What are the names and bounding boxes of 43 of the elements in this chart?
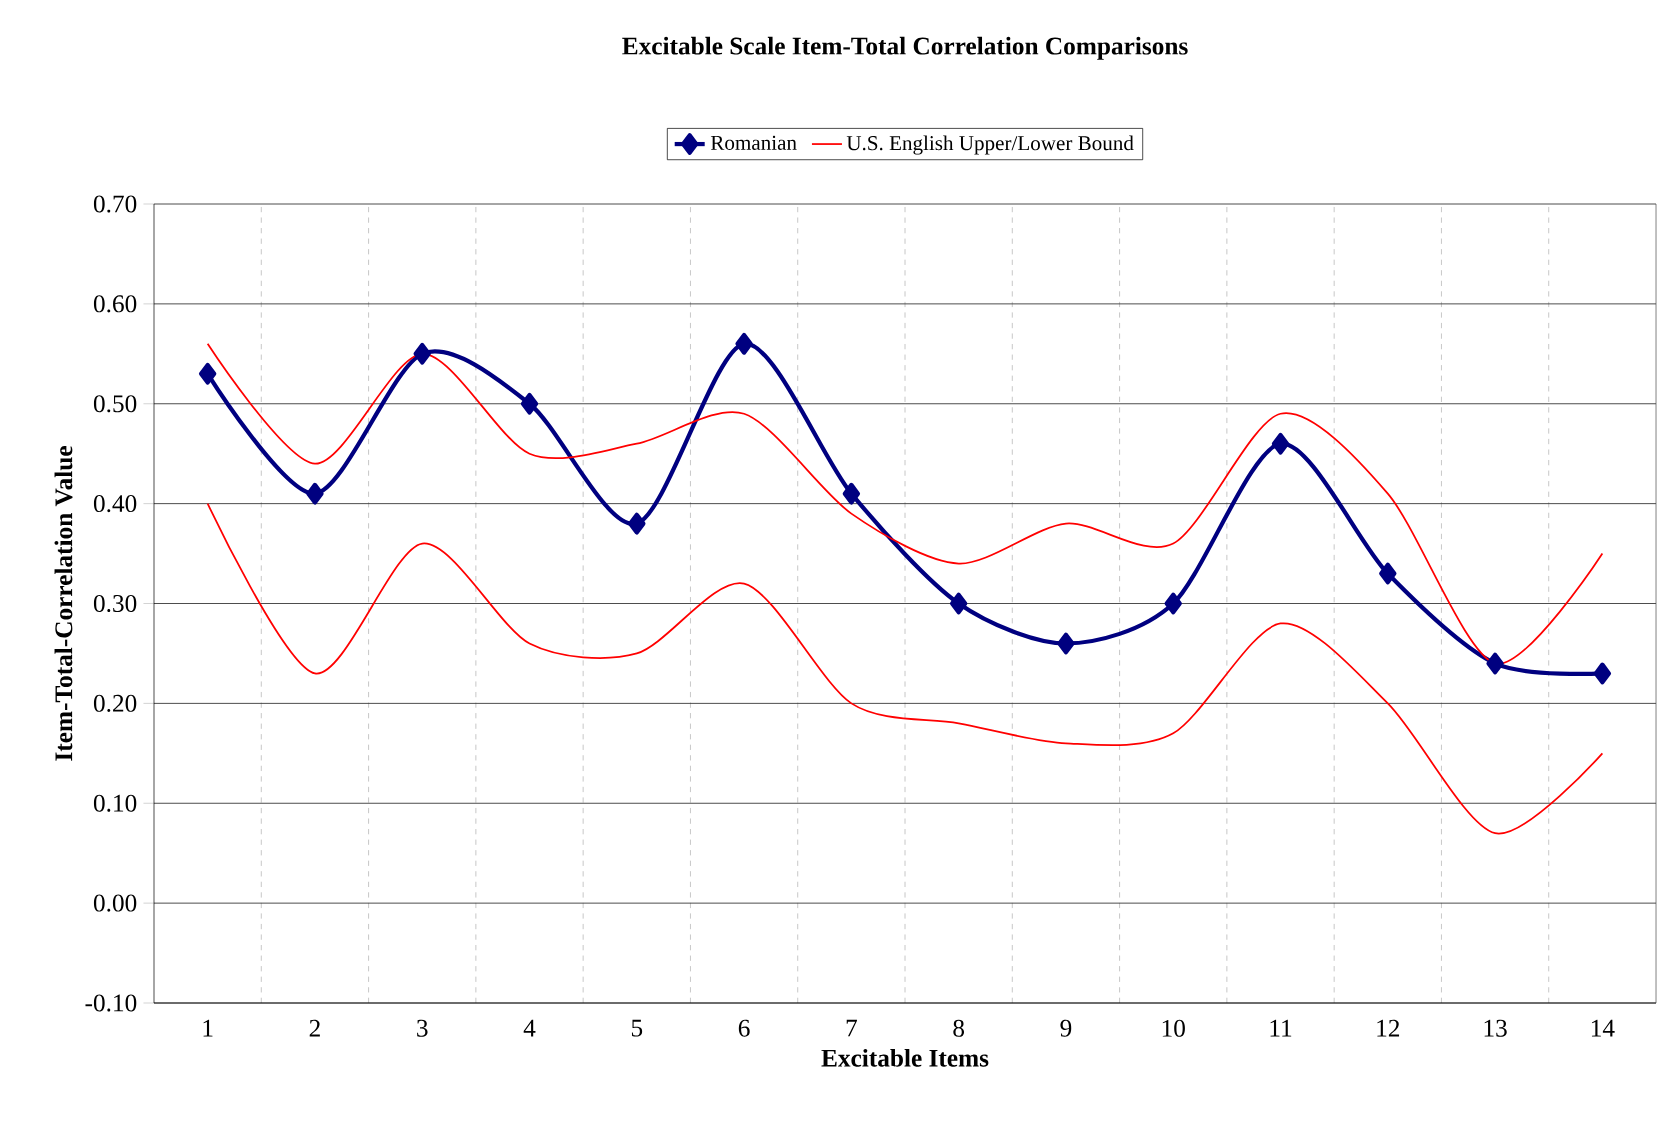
- x-tick-label: 10: [1162, 1019, 1185, 1037]
- point: [735, 332, 753, 355]
- x-tick-label: 2: [309, 1019, 320, 1037]
- point: [1164, 592, 1182, 615]
- x-tick-label: 7: [846, 1019, 857, 1037]
- x-tick-label: 6: [738, 1019, 750, 1037]
- legend-label: U.S. English Upper/Lower Bound: [846, 135, 1134, 155]
- y-tick-label: 0.70: [93, 195, 137, 213]
- point: [628, 512, 646, 535]
- y-tick-label: -0.10: [85, 994, 137, 1012]
- point: [842, 482, 861, 505]
- y-axis-title: Item-Total-Correlation Value: [54, 446, 73, 761]
- x-tick-label: 4: [523, 1019, 536, 1037]
- y-tick-label: 0.50: [93, 395, 137, 413]
- y-tick-label: 0.10: [93, 794, 137, 812]
- chart-title: Excitable Scale Item-Total Correlation Comparisons: [622, 36, 1188, 60]
- point: [1271, 432, 1290, 455]
- y-tick-label: 0.40: [93, 495, 137, 513]
- x-tick-label: 11: [1270, 1019, 1292, 1037]
- y-tick-label: 0.00: [93, 894, 137, 912]
- x-tick-label: 12: [1377, 1019, 1400, 1037]
- x-tick-label: 13: [1484, 1019, 1507, 1037]
- point: [949, 592, 968, 615]
- x-tick-label: 1: [203, 1019, 213, 1037]
- line-series: [206, 502, 1604, 835]
- point: [198, 362, 217, 385]
- point: [306, 482, 324, 505]
- x-tick-label: 9: [1060, 1019, 1072, 1037]
- x-tick-label: 3: [417, 1019, 428, 1037]
- x-tick-label: 8: [953, 1019, 965, 1037]
- y-tick-label: 0.60: [93, 295, 137, 313]
- point: [520, 392, 539, 415]
- point: [1057, 632, 1075, 655]
- point: [1379, 562, 1397, 585]
- x-tick-label: 5: [631, 1019, 643, 1037]
- y-tick-label: 0.30: [93, 594, 137, 613]
- x-axis-title: Excitable Items: [821, 1048, 989, 1067]
- y-tick-label: 0.20: [93, 694, 137, 712]
- point: [1593, 662, 1612, 685]
- x-tick-label: 14: [1591, 1019, 1615, 1037]
- legend-label: Romanian: [710, 135, 797, 150]
- point: [1486, 652, 1504, 675]
- point: [413, 342, 431, 365]
